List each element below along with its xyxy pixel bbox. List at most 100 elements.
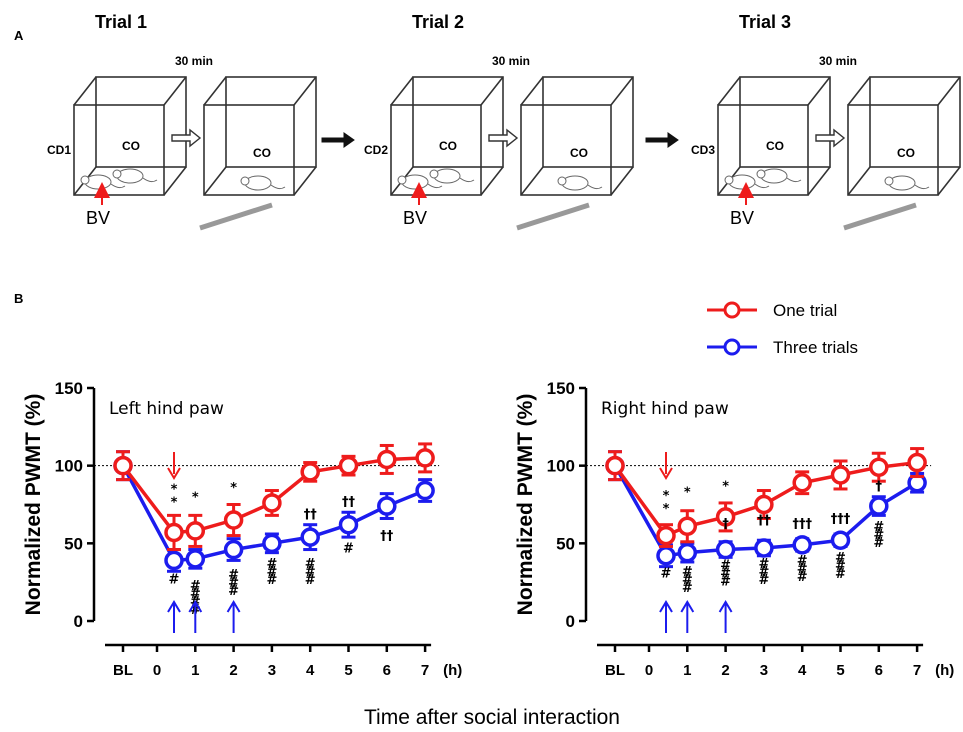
data-point-one-trial bbox=[415, 448, 435, 468]
significance-mark: # bbox=[758, 565, 769, 580]
y-axis-title: Normalized PWMT (%) bbox=[514, 394, 537, 616]
mouse-intruder-tail bbox=[110, 183, 126, 189]
y-tick-label: 50 bbox=[556, 534, 575, 553]
trial-title: Trial 1 bbox=[95, 12, 147, 32]
mouse-intruder-tail bbox=[427, 183, 443, 189]
cage-test-front bbox=[847, 104, 939, 196]
data-point-three-trials bbox=[715, 539, 736, 560]
x-tick-label: 2 bbox=[721, 662, 729, 679]
cage-social-back bbox=[95, 76, 187, 168]
blue-arrow-head bbox=[718, 600, 733, 613]
significance-mark: # bbox=[266, 557, 277, 572]
significance-mark: * bbox=[663, 489, 670, 504]
data-point-one-trial bbox=[792, 473, 812, 493]
cage-test-back bbox=[542, 76, 634, 168]
significance-mark: # bbox=[797, 554, 808, 569]
y-tick-label: 150 bbox=[55, 379, 83, 398]
legend-label-one-trial: One trial bbox=[773, 301, 837, 320]
significance-mark: * bbox=[663, 502, 670, 517]
resident-label: CO bbox=[439, 139, 457, 153]
data-point-one-trial bbox=[830, 465, 851, 485]
significance-mark: ††† bbox=[831, 512, 851, 527]
x-tick-label: 6 bbox=[875, 662, 883, 679]
data-point-one-trial bbox=[338, 455, 359, 476]
cage-test-edge bbox=[847, 166, 871, 196]
cage-test bbox=[847, 76, 961, 196]
resident-test-label: CO bbox=[570, 146, 588, 160]
bv-label: BV bbox=[403, 208, 427, 228]
significance-mark: # bbox=[343, 542, 354, 557]
cage-test-edge bbox=[520, 76, 544, 106]
data-point-three-trials bbox=[185, 549, 206, 569]
x-tick-label: 7 bbox=[421, 662, 429, 679]
x-tick-label: 0 bbox=[153, 662, 161, 679]
data-point-one-trial bbox=[907, 452, 927, 473]
hollow-arrow bbox=[815, 128, 846, 148]
mouse-intruder-head bbox=[724, 175, 734, 185]
significance-mark: # bbox=[797, 570, 808, 585]
cage-test bbox=[203, 76, 317, 196]
significance-mark: † bbox=[722, 517, 729, 532]
data-point-one-trial bbox=[185, 521, 206, 541]
data-point-three-trials bbox=[164, 550, 184, 571]
significance-mark: * bbox=[171, 496, 178, 511]
bv-label: BV bbox=[730, 208, 754, 228]
significance-mark: # bbox=[682, 573, 693, 588]
panel-title: Left hind paw bbox=[109, 399, 224, 419]
significance-mark: †† bbox=[304, 507, 318, 522]
significance-mark: ††† bbox=[792, 517, 812, 532]
cage-social-front bbox=[73, 104, 165, 196]
data-point-three-trials bbox=[262, 533, 282, 554]
von-frey-filament bbox=[843, 202, 917, 231]
x-axis-common-label: Time after social interaction bbox=[364, 706, 620, 729]
significance-mark: # bbox=[720, 575, 731, 590]
mouse-resident bbox=[756, 168, 802, 184]
significance-mark: # bbox=[305, 557, 316, 572]
significance-mark: # bbox=[720, 567, 731, 582]
y-tick-label: 100 bbox=[55, 457, 83, 476]
significance-mark: # bbox=[305, 573, 316, 588]
data-point-one-trial bbox=[869, 457, 889, 477]
cage-test-back bbox=[869, 76, 961, 168]
trial-1: Trial 1 30 min CD1 CO CO BV bbox=[47, 12, 317, 231]
data-point-one-trial bbox=[605, 455, 625, 476]
cage-test-edge bbox=[937, 166, 961, 196]
data-point-one-trial bbox=[164, 522, 184, 543]
significance-mark: # bbox=[661, 567, 672, 582]
significance-mark: * bbox=[230, 481, 237, 496]
significance-mark: # bbox=[758, 573, 769, 588]
significance-mark: * bbox=[171, 483, 178, 498]
von-frey-filament bbox=[516, 202, 590, 231]
significance-mark: # bbox=[873, 536, 884, 551]
chart-left-hind-paw: 0 50 100 150 Normalized PWMT (%) BL 0 1 2 3 4 5 6 7 (h… bbox=[22, 379, 462, 679]
cage-social-edge bbox=[480, 166, 504, 196]
data-point-three-trials bbox=[869, 496, 889, 516]
cage-social-edge bbox=[163, 76, 187, 106]
x-tick-label: 4 bbox=[798, 662, 807, 679]
cage-test-edge bbox=[293, 166, 317, 196]
x-tick-label: 1 bbox=[191, 662, 199, 679]
blue-arrow-head bbox=[659, 600, 673, 613]
x-unit-label: (h) bbox=[935, 662, 954, 679]
cage-test-edge bbox=[610, 166, 634, 196]
trial-title: Trial 3 bbox=[739, 12, 791, 32]
mouse-test-tail bbox=[270, 184, 286, 190]
trial-transition-arrow bbox=[645, 132, 679, 148]
significance-mark: # bbox=[190, 587, 201, 602]
significance-mark: # bbox=[835, 559, 846, 574]
x-tick-label: 6 bbox=[383, 662, 391, 679]
trial-title: Trial 2 bbox=[412, 12, 464, 32]
cage-social-front bbox=[717, 104, 809, 196]
mouse-intruder-head bbox=[397, 175, 407, 185]
intruder-label: CD1 bbox=[47, 143, 71, 157]
blue-arrow-head bbox=[226, 600, 241, 613]
significance-mark: # bbox=[305, 565, 316, 580]
mouse-resident-head bbox=[112, 169, 122, 179]
intruder-label: CD3 bbox=[691, 143, 715, 157]
resident-test-label: CO bbox=[897, 146, 915, 160]
cage-social-edge bbox=[480, 76, 504, 106]
x-tick-label: BL bbox=[113, 662, 133, 679]
cage-social-back bbox=[412, 76, 504, 168]
resident-test-label: CO bbox=[253, 146, 271, 160]
